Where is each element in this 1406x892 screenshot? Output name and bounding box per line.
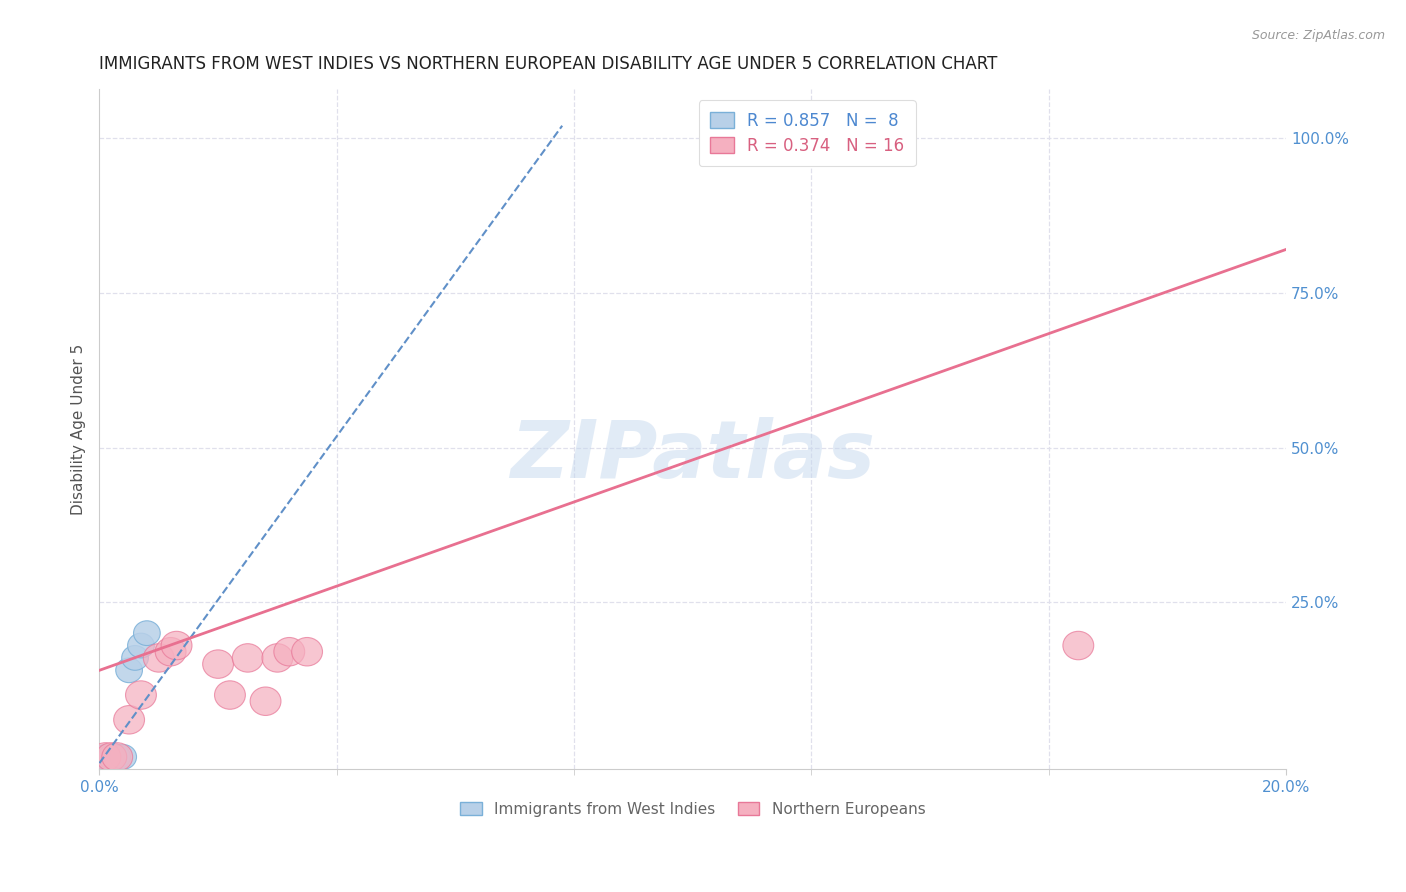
Ellipse shape (114, 706, 145, 734)
Text: ZIPatlas: ZIPatlas (510, 417, 875, 495)
Ellipse shape (202, 650, 233, 678)
Ellipse shape (90, 743, 121, 772)
Ellipse shape (128, 633, 155, 658)
Ellipse shape (98, 745, 125, 769)
Ellipse shape (262, 644, 292, 673)
Legend: Immigrants from West Indies, Northern Europeans: Immigrants from West Indies, Northern Eu… (454, 796, 931, 823)
Text: IMMIGRANTS FROM WEST INDIES VS NORTHERN EUROPEAN DISABILITY AGE UNDER 5 CORRELAT: IMMIGRANTS FROM WEST INDIES VS NORTHERN … (100, 55, 998, 73)
Ellipse shape (162, 632, 193, 660)
Ellipse shape (232, 644, 263, 673)
Ellipse shape (115, 658, 142, 682)
Ellipse shape (134, 621, 160, 646)
Ellipse shape (155, 638, 186, 666)
Ellipse shape (101, 743, 132, 772)
Ellipse shape (274, 638, 305, 666)
Ellipse shape (91, 745, 118, 769)
Y-axis label: Disability Age Under 5: Disability Age Under 5 (72, 343, 86, 515)
Ellipse shape (104, 745, 131, 769)
Ellipse shape (143, 644, 174, 673)
Ellipse shape (1063, 632, 1094, 660)
Ellipse shape (250, 687, 281, 715)
Text: Source: ZipAtlas.com: Source: ZipAtlas.com (1251, 29, 1385, 42)
Ellipse shape (96, 743, 127, 772)
Ellipse shape (122, 646, 149, 670)
Ellipse shape (110, 745, 136, 769)
Ellipse shape (215, 681, 246, 709)
Ellipse shape (291, 638, 322, 666)
Ellipse shape (125, 681, 156, 709)
